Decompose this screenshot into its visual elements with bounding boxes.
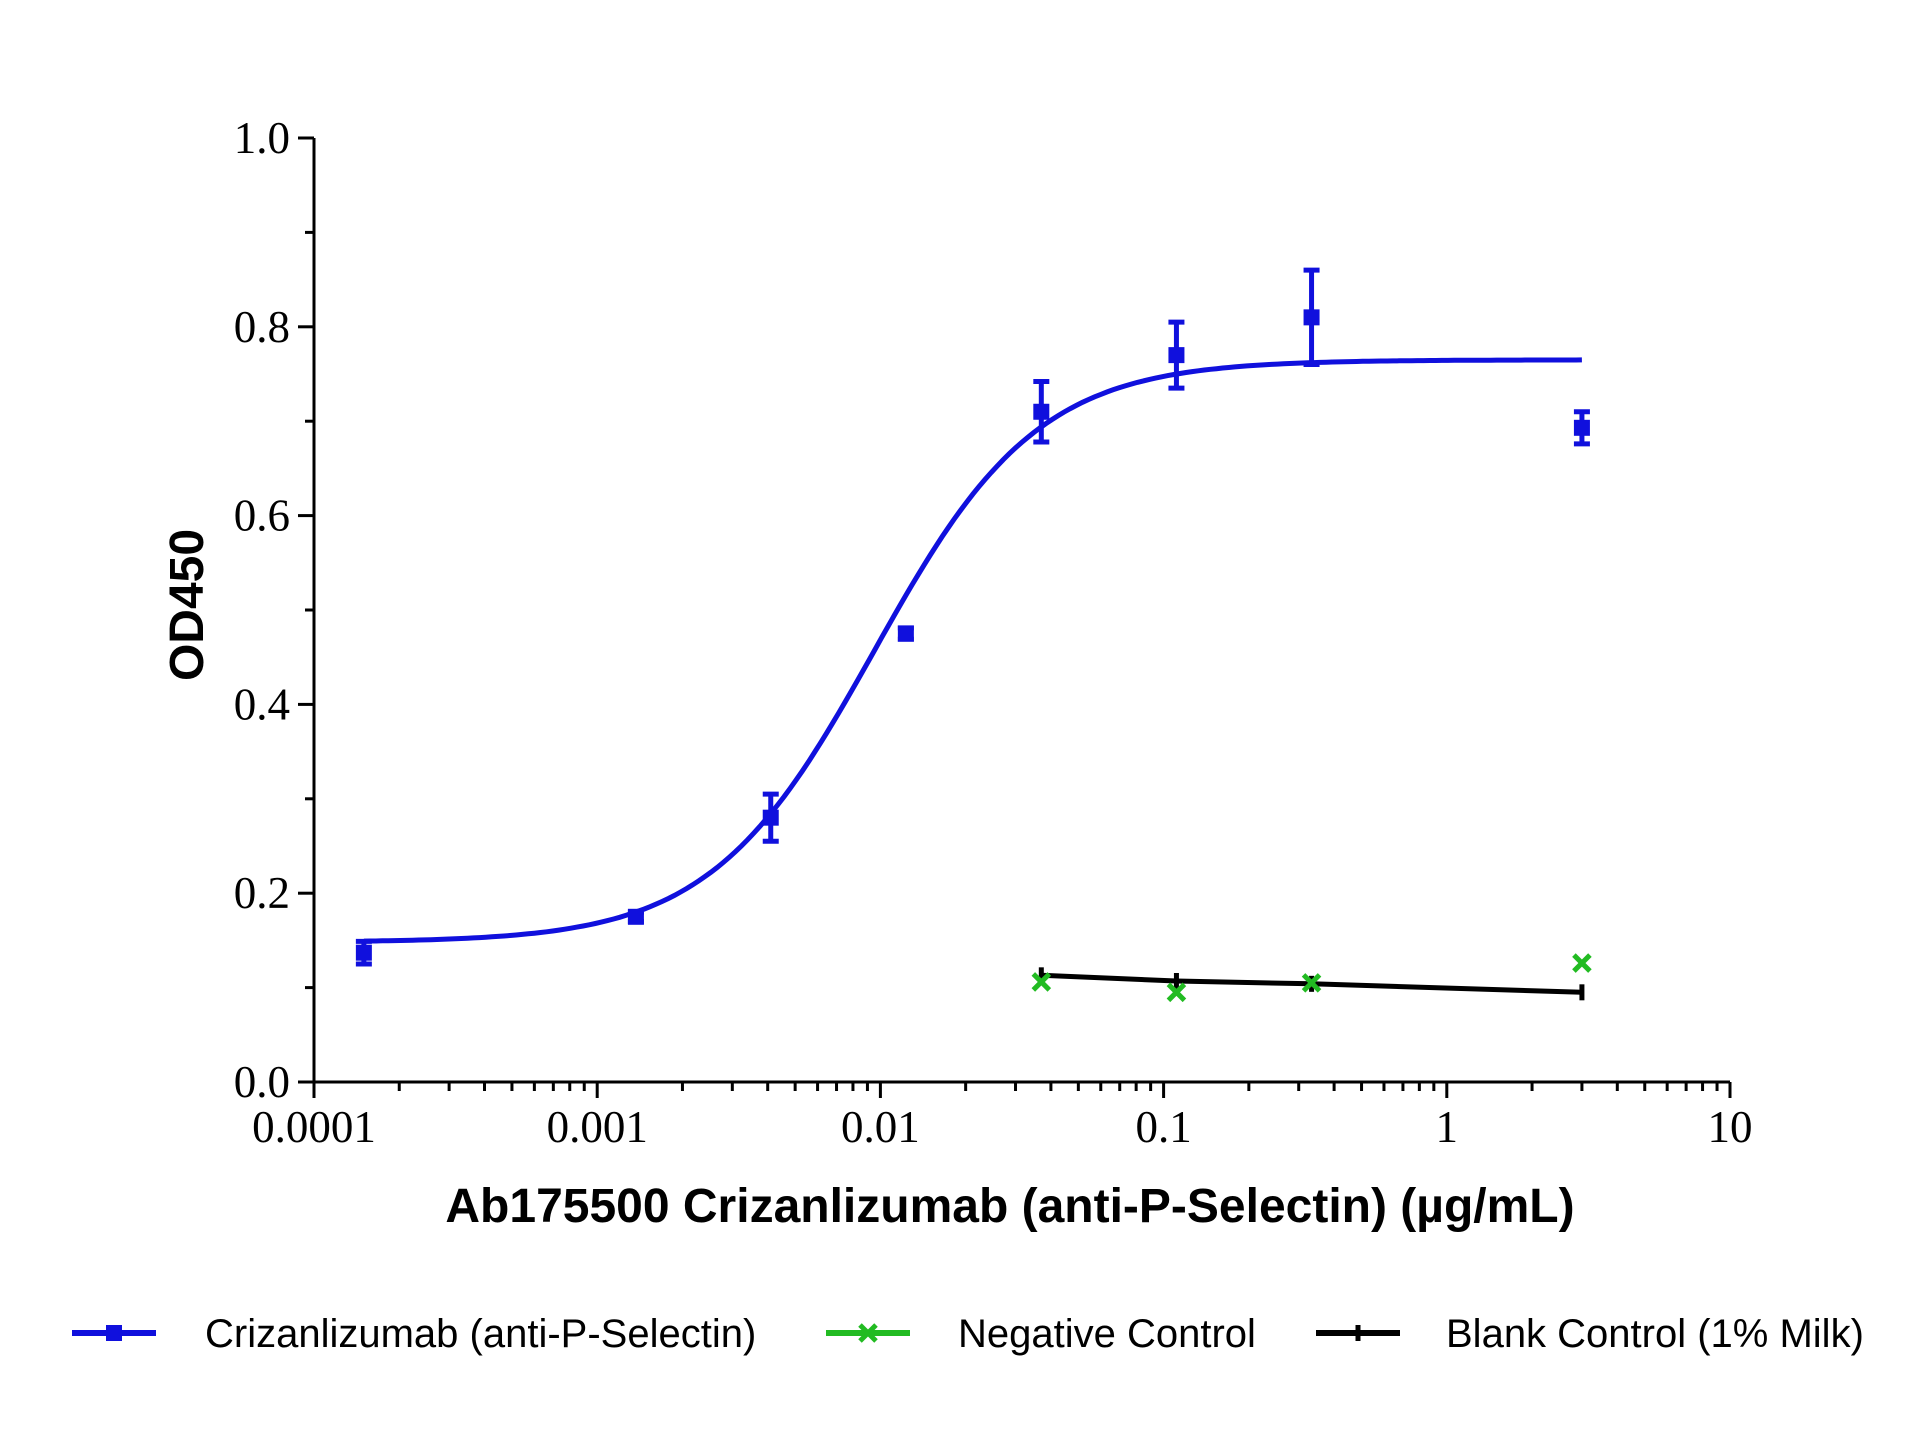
- crizanlizumab-data-point: [355, 944, 372, 961]
- negative-control-data-point: [1572, 953, 1592, 973]
- negative-control-data-point: [1166, 982, 1187, 1003]
- legend-item: Crizanlizumab (anti-P-Selectin): [72, 1312, 756, 1356]
- crizanlizumab-data-point: [762, 809, 779, 826]
- y-tick-label: 0.2: [234, 868, 290, 918]
- crizanlizumab-data-point: [897, 625, 914, 642]
- y-tick-label: 0.6: [234, 491, 290, 541]
- y-tick-label: 0.4: [234, 679, 290, 729]
- y-axis-title: OD450: [161, 529, 214, 681]
- series-layer: [355, 267, 1592, 1003]
- x-tick-label: 0.001: [547, 1102, 648, 1152]
- legend-label: Negative Control: [958, 1312, 1256, 1356]
- crizanlizumab-data-point: [627, 908, 644, 925]
- negative-control-x-stroke: [1166, 982, 1187, 1003]
- y-tick-label: 0.8: [234, 302, 290, 352]
- blank-control-line: [1041, 972, 1582, 995]
- negative-control-x-stroke: [1572, 953, 1592, 973]
- negative-control-x-stroke: [1301, 973, 1322, 993]
- legend-item: Blank Control (1% Milk): [1316, 1312, 1864, 1356]
- x-axis-title: Ab175500 Crizanlizumab (anti-P-Selectin)…: [445, 1180, 1574, 1233]
- negative-control-data-point: [1301, 973, 1322, 993]
- crizanlizumab-data-point: [1033, 403, 1050, 420]
- x-tick-label: 0.01: [841, 1102, 920, 1152]
- y-tick-label: 1.0: [234, 113, 290, 163]
- negative-control-data-point: [1031, 972, 1052, 992]
- x-tick-label: 1: [1436, 1102, 1459, 1152]
- legend-label: Blank Control (1% Milk): [1446, 1312, 1864, 1356]
- legend-marker: [858, 1323, 878, 1343]
- legend: Crizanlizumab (anti-P-Selectin) Negative …: [72, 1312, 1864, 1356]
- x-tick-label: 10: [1708, 1102, 1753, 1152]
- legend-label: Crizanlizumab (anti-P-Selectin): [205, 1312, 756, 1356]
- crizanlizumab-data-point: [1168, 347, 1185, 364]
- legend-marker: [106, 1325, 122, 1341]
- negative-control-x-stroke: [1031, 972, 1052, 992]
- crizanlizumab-data-point: [1573, 419, 1590, 436]
- legend-item: Negative Control: [826, 1312, 1256, 1356]
- x-tick-label: 0.1: [1135, 1102, 1191, 1152]
- axes: 0.0 0.2 0.4 0.6 0.8 1.0 0.0001 0.001 0.01 0.1 1 10: [234, 113, 1753, 1152]
- crizanlizumab-fit-curve: [363, 357, 1582, 944]
- y-tick-label: 0.0: [234, 1057, 290, 1107]
- x-tick-label: 0.0001: [252, 1102, 376, 1152]
- crizanlizumab-data-point: [1303, 309, 1320, 326]
